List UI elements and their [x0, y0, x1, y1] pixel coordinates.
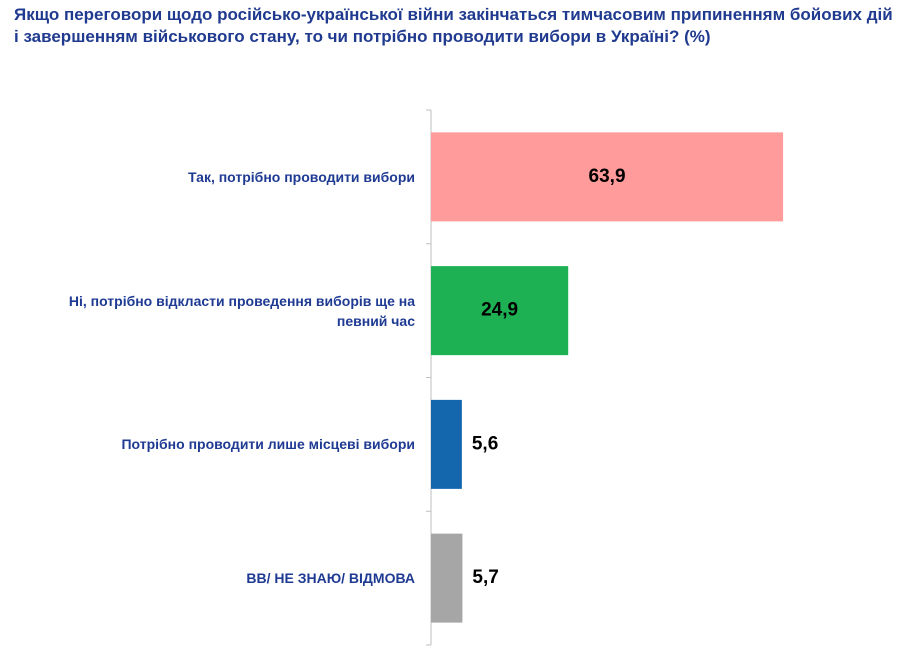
category-text: Так, потрібно проводити вибори	[187, 168, 415, 185]
category-label: Так, потрібно проводити вибори	[15, 147, 415, 207]
value-label: 63,9	[589, 166, 626, 187]
value-label: 5,7	[472, 567, 498, 588]
bar	[431, 399, 462, 489]
bar	[431, 132, 784, 222]
category-label: ВВ/ НЕ ЗНАЮ/ ВІДМОВА	[15, 548, 415, 608]
bar	[431, 266, 569, 356]
category-text: ВВ/ НЕ ЗНАЮ/ ВІДМОВА	[246, 570, 415, 587]
bar	[431, 533, 463, 623]
value-label: 24,9	[481, 300, 518, 321]
category-label: Потрібно проводити лише місцеві вибори	[15, 414, 415, 474]
value-label: 5,6	[472, 433, 498, 454]
category-text: Ні, потрібно відкласти проведення виборі…	[68, 292, 415, 329]
category-text: Потрібно проводити лише місцеві вибори	[121, 436, 415, 453]
chart-title: Якщо переговори щодо російсько-українськ…	[14, 5, 893, 46]
category-label: Ні, потрібно відкласти проведення виборі…	[15, 281, 415, 341]
